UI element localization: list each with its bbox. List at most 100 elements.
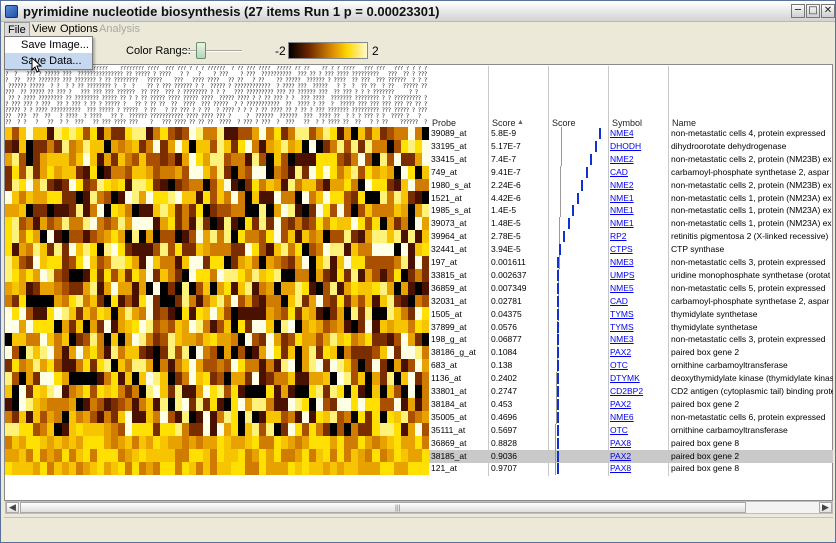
table-row[interactable]: 38184_at 0.453 PAX2 paired box gene 2 xyxy=(429,397,833,411)
heatmap-cell xyxy=(322,436,331,450)
symbol-link[interactable]: NME1 xyxy=(610,192,634,203)
horizontal-scrollbar[interactable]: ◀ ||| ▶ xyxy=(5,501,833,514)
heatmap-cell xyxy=(33,294,41,308)
table-row[interactable]: 197_at 0.001611 NME3 non-metastatic cells 3… xyxy=(429,256,833,269)
symbol-link[interactable]: NME1 xyxy=(610,205,634,216)
arrow-left-icon[interactable]: ◀ xyxy=(6,502,19,513)
header-symbol[interactable]: Symbol xyxy=(612,118,643,128)
heatmap-cell xyxy=(209,359,217,372)
symbol-link[interactable]: NME5 xyxy=(610,282,634,293)
arrow-right-icon[interactable]: ▶ xyxy=(819,502,832,513)
table-row[interactable]: 35111_at 0.5697 OTC ornithine carbamoyltran… xyxy=(429,423,833,437)
symbol-link[interactable]: PAX2 xyxy=(610,450,632,461)
symbol-link[interactable]: OTC xyxy=(610,424,628,435)
table-row[interactable]: 39089_at 5.8E-9 NME4 non-metastatic cells 4… xyxy=(429,127,833,140)
header-name[interactable]: Name xyxy=(672,118,697,128)
symbol-link[interactable]: TYMS xyxy=(610,321,634,332)
table-row[interactable]: 749_at 9.41E-7 CAD carbamoyl-phosphate synt… xyxy=(429,165,833,179)
header-score[interactable]: Score xyxy=(492,118,516,128)
heatmap-cell xyxy=(266,127,274,140)
symbol-link[interactable]: PAX8 xyxy=(610,437,632,448)
heatmap-cell xyxy=(110,217,119,231)
heatmap-cell xyxy=(365,165,373,179)
table-row[interactable]: 36869_at 0.8828 PAX8 paired box gene 8 xyxy=(429,436,833,450)
symbol-link[interactable]: CAD xyxy=(610,166,628,177)
column-divider[interactable] xyxy=(488,66,489,476)
symbol-link[interactable]: DTYMK xyxy=(610,373,640,384)
maximize-button[interactable]: □ xyxy=(806,4,820,18)
heatmap-cell xyxy=(61,410,69,424)
menu-file[interactable]: File xyxy=(4,22,30,36)
table-row[interactable]: 198_g_at 0.06877 NME3 non-metastatic cells … xyxy=(429,333,833,347)
symbol-link[interactable]: CAD xyxy=(610,295,628,306)
menu-item-save-data[interactable]: Save Data... xyxy=(5,53,92,69)
heatmap-cell xyxy=(365,397,373,411)
table-row[interactable]: 683_at 0.138 OTC ornithine carbamoyltransfe… xyxy=(429,359,833,373)
symbol-link[interactable]: PAX2 xyxy=(610,398,632,409)
symbol-link[interactable]: NME6 xyxy=(610,411,634,422)
table-row[interactable]: 1980_s_at 2.24E-6 NME2 non-metastatic cells… xyxy=(429,178,833,192)
table-row[interactable]: 38185_at 0.9036 PAX2 paired box gene 2 xyxy=(429,449,833,463)
table-row[interactable]: 37899_at 0.0576 TYMS thymidylate synthetase xyxy=(429,320,833,334)
header-probe[interactable]: Probe xyxy=(432,118,457,128)
heatmap-cell xyxy=(68,230,76,243)
symbol-link[interactable]: NME1 xyxy=(610,218,634,229)
symbol-link[interactable]: PAX8 xyxy=(610,463,632,474)
color-range-slider-track[interactable] xyxy=(182,50,242,52)
symbol-link[interactable]: NME3 xyxy=(610,334,634,345)
symbol-link[interactable]: NME4 xyxy=(610,128,634,138)
close-button[interactable]: ✕ xyxy=(821,4,835,18)
symbol-link[interactable]: DHODH xyxy=(610,140,642,151)
table-row[interactable]: 1985_s_at 1.4E-5 NME1 non-metastatic cells … xyxy=(429,204,833,218)
heatmap-cell xyxy=(160,423,168,437)
symbol-link[interactable]: CD2BP2 xyxy=(610,386,644,396)
table-row[interactable]: 35005_at 0.4696 NME6 non-metastatic cells 6… xyxy=(429,410,833,424)
menu-view[interactable]: View xyxy=(32,23,56,35)
symbol-link[interactable]: TYMS xyxy=(610,308,634,319)
table-row[interactable]: 39073_at 1.48E-5 NME1 non-metastatic cells … xyxy=(429,217,833,231)
menu-item-save-image[interactable]: Save Image... xyxy=(21,39,89,51)
table-row[interactable]: 32031_at 0.02781 CAD carbamoyl-phosphate sy… xyxy=(429,294,833,308)
menu-options[interactable]: Options xyxy=(60,23,98,35)
heatmap-cell xyxy=(174,410,182,424)
heatmap-cell xyxy=(5,320,13,334)
heatmap-cell xyxy=(322,255,331,269)
heatmap-cell xyxy=(372,294,380,308)
symbol-link[interactable]: PAX2 xyxy=(610,347,632,358)
symbol-link[interactable]: RP2 xyxy=(610,231,627,242)
table-row[interactable]: 1505_at 0.04375 TYMS thymidylate synthetase xyxy=(429,307,833,321)
scrollbar-thumb[interactable]: ||| xyxy=(20,502,746,513)
heatmap-cell xyxy=(82,191,90,205)
table-row[interactable]: 121_at 0.9707 PAX8 paired box gene 8 xyxy=(429,462,833,476)
column-divider[interactable] xyxy=(668,66,669,476)
table-row[interactable]: 33801_at 0.2747 CD2BP2 CD2 antigen (cytopla… xyxy=(429,385,833,398)
table-row[interactable]: 33195_at 5.17E-7 DHODH dihydroorotate dehyd… xyxy=(429,139,833,153)
probe-cell: 38185_at xyxy=(431,450,467,461)
symbol-link[interactable]: NME2 xyxy=(610,153,634,164)
table-row[interactable]: 38186_g_at 0.1084 PAX2 paired box gene 2 xyxy=(429,346,833,360)
heatmap-cell xyxy=(160,410,168,424)
symbol-link[interactable]: OTC xyxy=(610,360,628,371)
symbol-link[interactable]: CTPS xyxy=(610,244,633,255)
minimize-button[interactable]: ─ xyxy=(791,4,805,18)
symbol-link[interactable]: UMPS xyxy=(610,269,635,280)
table-row[interactable]: 36859_at 0.007349 NME5 non-metastatic cells… xyxy=(429,281,833,295)
expression-heatmap[interactable] xyxy=(5,127,429,475)
table-row[interactable]: 39964_at 2.78E-5 RP2 retinitis pigmentosa 2… xyxy=(429,230,833,244)
table-row[interactable]: 33415_at 7.4E-7 NME2 non-metastatic cells 2… xyxy=(429,152,833,166)
column-divider[interactable] xyxy=(548,66,549,476)
heatmap-cell xyxy=(252,204,260,218)
color-range-slider-thumb[interactable] xyxy=(196,42,206,59)
header-score-bar[interactable]: Score xyxy=(552,118,576,128)
score-bar xyxy=(557,257,559,268)
table-row[interactable]: 1521_at 4.42E-6 NME1 non-metastatic cells 1… xyxy=(429,191,833,205)
column-divider[interactable] xyxy=(608,66,609,476)
title-bar[interactable]: pyrimidine nucleotide biosynthesis (27 i… xyxy=(1,1,835,22)
heatmap-cell xyxy=(386,152,394,166)
heatmap-cell xyxy=(400,230,408,243)
table-row[interactable]: 33815_at 0.002637 UMPS uridine monophosphat… xyxy=(429,268,833,282)
table-row[interactable]: 32441_at 3.94E-5 CTPS CTP synthase xyxy=(429,243,833,257)
symbol-link[interactable]: NME3 xyxy=(610,257,634,267)
table-row[interactable]: 1136_at 0.2402 DTYMK deoxythymidylate kinas… xyxy=(429,372,833,386)
symbol-link[interactable]: NME2 xyxy=(610,179,634,190)
